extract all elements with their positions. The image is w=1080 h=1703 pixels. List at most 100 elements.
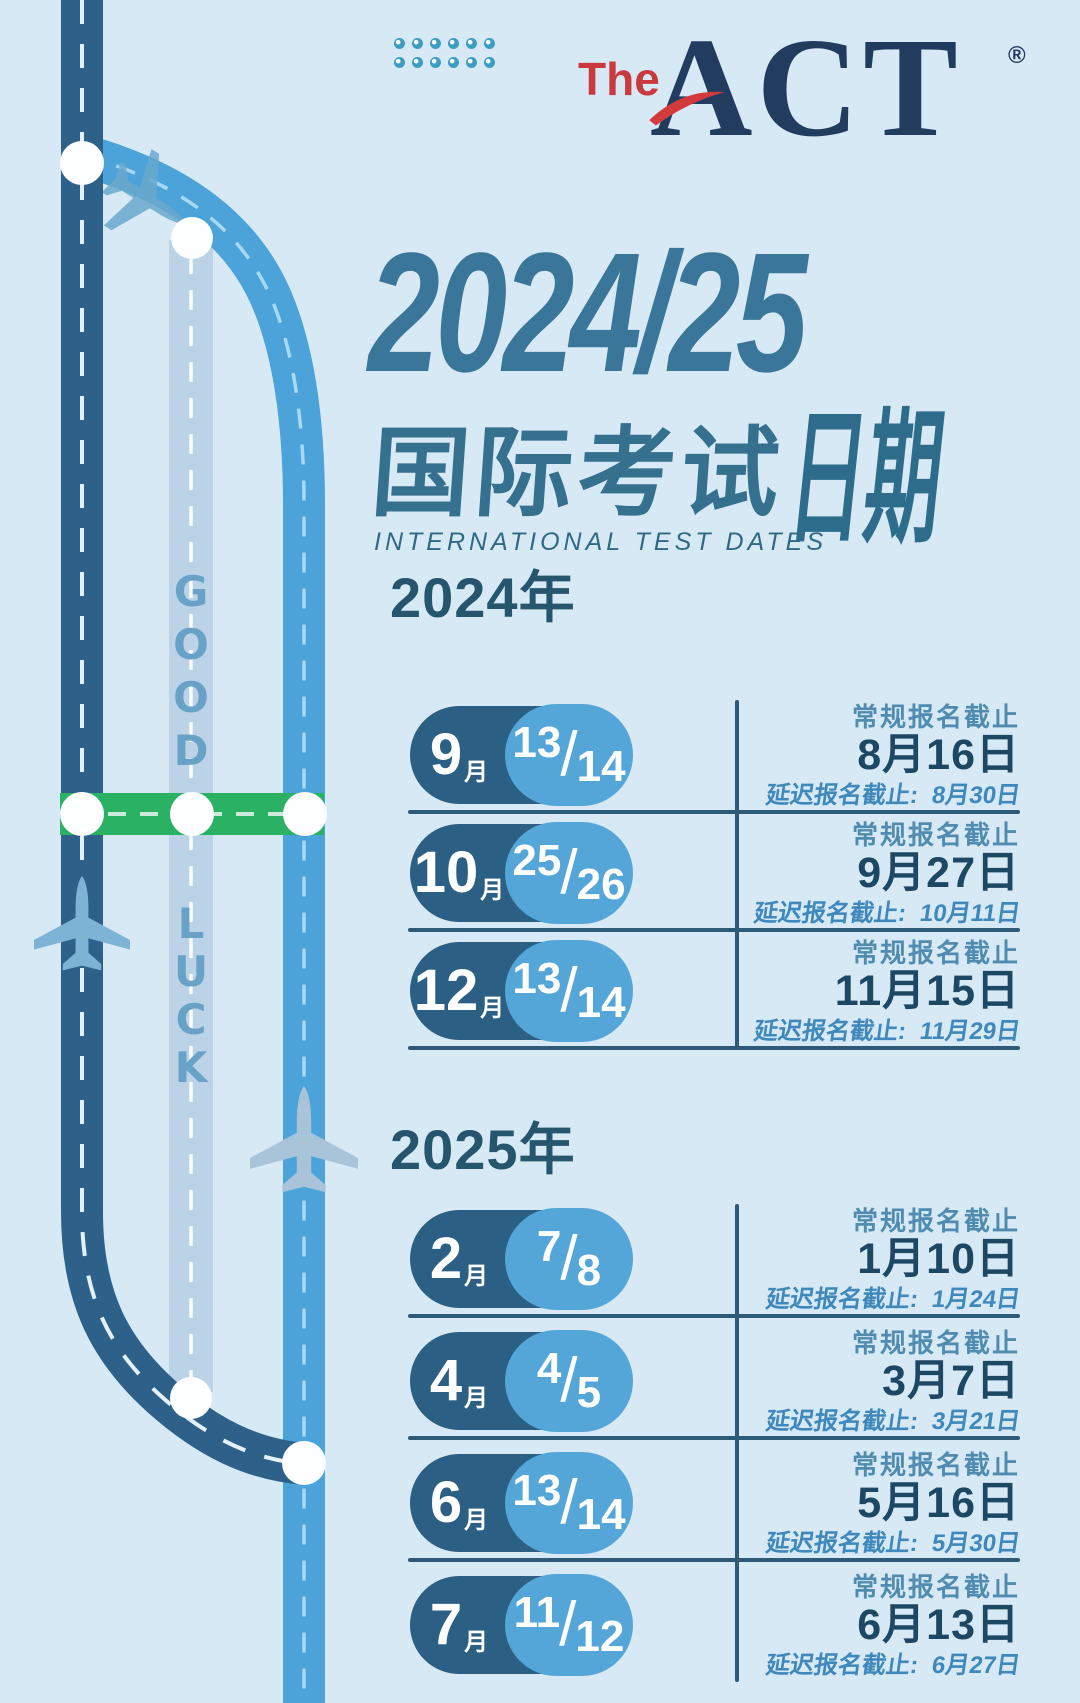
station-circle: [283, 792, 327, 836]
regular-deadline-label: 常规报名截止: [851, 702, 1020, 732]
day-second: 14: [576, 742, 626, 791]
deadline-info: 常规报名截止 5月16日 延迟报名截止: 5月30日: [764, 1450, 1022, 1558]
regular-deadline-label: 常规报名截止: [851, 820, 1020, 850]
letter-k: K: [175, 1043, 209, 1092]
late-deadline-date: 10月11日: [918, 900, 1022, 927]
row-divider: [408, 1558, 1020, 1562]
logo-swoosh-icon: [649, 91, 725, 126]
regular-deadline-label: 常规报名截止: [851, 1206, 1020, 1236]
day-separator: /: [560, 956, 578, 1025]
late-deadline-label: 延迟报名截止:: [764, 1530, 920, 1557]
test-date-pill: 12 月 13/14: [410, 940, 633, 1042]
days-pill: [505, 704, 633, 806]
regular-deadline-date: 11月15日: [834, 967, 1020, 1015]
road-map-decoration: G O O D L U C K: [34, 0, 358, 1703]
regular-deadline-label: 常规报名截止: [851, 938, 1020, 968]
late-deadline-label: 延迟报名截止:: [764, 782, 920, 809]
days-pill: [505, 822, 633, 924]
station-circle: [60, 792, 104, 836]
month-number: 7: [429, 1592, 463, 1657]
day-first: 13: [512, 954, 562, 1003]
days-pill: [505, 1208, 633, 1310]
letter-l: L: [178, 899, 205, 948]
day-second: 12: [575, 1612, 625, 1661]
title-cn-main: 国际考试: [368, 418, 788, 528]
dot: [412, 38, 423, 49]
test-date-row: 10 月 25/26 常规报名截止 9月27日 延迟报名截止: 10月11日: [0, 818, 1080, 936]
month-unit: 月: [480, 876, 505, 904]
deadline-info: 常规报名截止 3月7日 延迟报名截止: 3月21日: [764, 1328, 1022, 1436]
row-divider: [408, 1436, 1020, 1440]
regular-deadline-date: 3月7日: [882, 1357, 1020, 1405]
days-pill: [505, 1452, 633, 1554]
late-deadline-date: 3月21日: [930, 1408, 1022, 1435]
late-deadline-label: 延迟报名截止:: [764, 1652, 920, 1679]
late-deadline-date: 1月24日: [930, 1286, 1022, 1313]
letter-u: U: [174, 947, 208, 996]
test-date-pill: 10 月 25/26: [410, 822, 633, 924]
regular-deadline-date: 1月10日: [857, 1235, 1020, 1283]
row-divider: [408, 928, 1020, 932]
day-second: 5: [576, 1368, 602, 1417]
station-circle: [170, 1377, 212, 1419]
month-unit: 月: [464, 1506, 489, 1534]
day-second: 26: [576, 860, 626, 909]
deadline-info: 常规报名截止 9月27日 延迟报名截止: 10月11日: [752, 820, 1022, 928]
row-divider: [408, 1314, 1020, 1318]
days-pill: [505, 1574, 633, 1676]
regular-deadline-date: 6月13日: [857, 1601, 1020, 1649]
regular-deadline-label: 常规报名截止: [851, 1450, 1020, 1480]
test-date-row: 12 月 13/14 常规报名截止 11月15日 延迟报名截止: 11月29日: [0, 936, 1080, 1054]
day-separator: /: [560, 838, 578, 907]
late-deadline: 延迟报名截止: 6月27日: [764, 1652, 1022, 1680]
deadline-info: 常规报名截止 11月15日 延迟报名截止: 11月29日: [752, 938, 1022, 1046]
dot: [466, 38, 477, 49]
late-deadline-label: 延迟报名截止:: [764, 1408, 920, 1435]
dot: [430, 57, 441, 68]
letter-g: G: [174, 567, 208, 616]
day-separator: /: [559, 1590, 577, 1659]
title-year-range: 2024/25: [368, 218, 808, 408]
month-unit: 月: [464, 1628, 489, 1656]
dot: [484, 57, 495, 68]
column-divider: [735, 700, 739, 1050]
day-separator: /: [560, 1224, 578, 1293]
deadline-info: 常规报名截止 1月10日 延迟报名截止: 1月24日: [764, 1206, 1022, 1314]
dot: [430, 38, 441, 49]
row-divider: [408, 810, 1020, 814]
act-logo: The ACT ®: [558, 16, 1038, 158]
month-number: 12: [413, 958, 479, 1023]
month-unit: 月: [464, 1262, 489, 1290]
day-first: 7: [536, 1222, 562, 1271]
logo-the: The: [578, 53, 660, 105]
regular-deadline-label: 常规报名截止: [851, 1572, 1020, 1602]
dot: [466, 57, 477, 68]
day-first: 13: [512, 718, 562, 767]
good-luck-text: G O O D L U C K: [173, 567, 209, 1092]
late-deadline: 延迟报名截止: 3月21日: [764, 1408, 1022, 1436]
month-unit: 月: [464, 1384, 489, 1412]
month-number: 9: [429, 722, 463, 787]
day-first: 13: [512, 1466, 562, 1515]
day-separator: /: [560, 1468, 578, 1537]
late-deadline-date: 6月27日: [930, 1652, 1022, 1679]
station-circle: [60, 141, 104, 185]
dot: [394, 57, 405, 68]
month-unit: 月: [464, 758, 489, 786]
letter-d: D: [174, 726, 209, 775]
late-deadline-date: 11月29日: [918, 1018, 1022, 1045]
month-number: 4: [429, 1348, 463, 1413]
dark-road: [61, 0, 308, 1485]
regular-deadline-date: 8月16日: [857, 731, 1020, 779]
late-deadline-label: 延迟报名截止:: [764, 1286, 920, 1313]
day-separator: /: [560, 720, 578, 789]
month-number: 2: [429, 1226, 463, 1291]
column-divider: [735, 1204, 739, 1682]
day-second: 14: [576, 1490, 626, 1539]
late-deadline: 延迟报名截止: 11月29日: [752, 1018, 1022, 1046]
